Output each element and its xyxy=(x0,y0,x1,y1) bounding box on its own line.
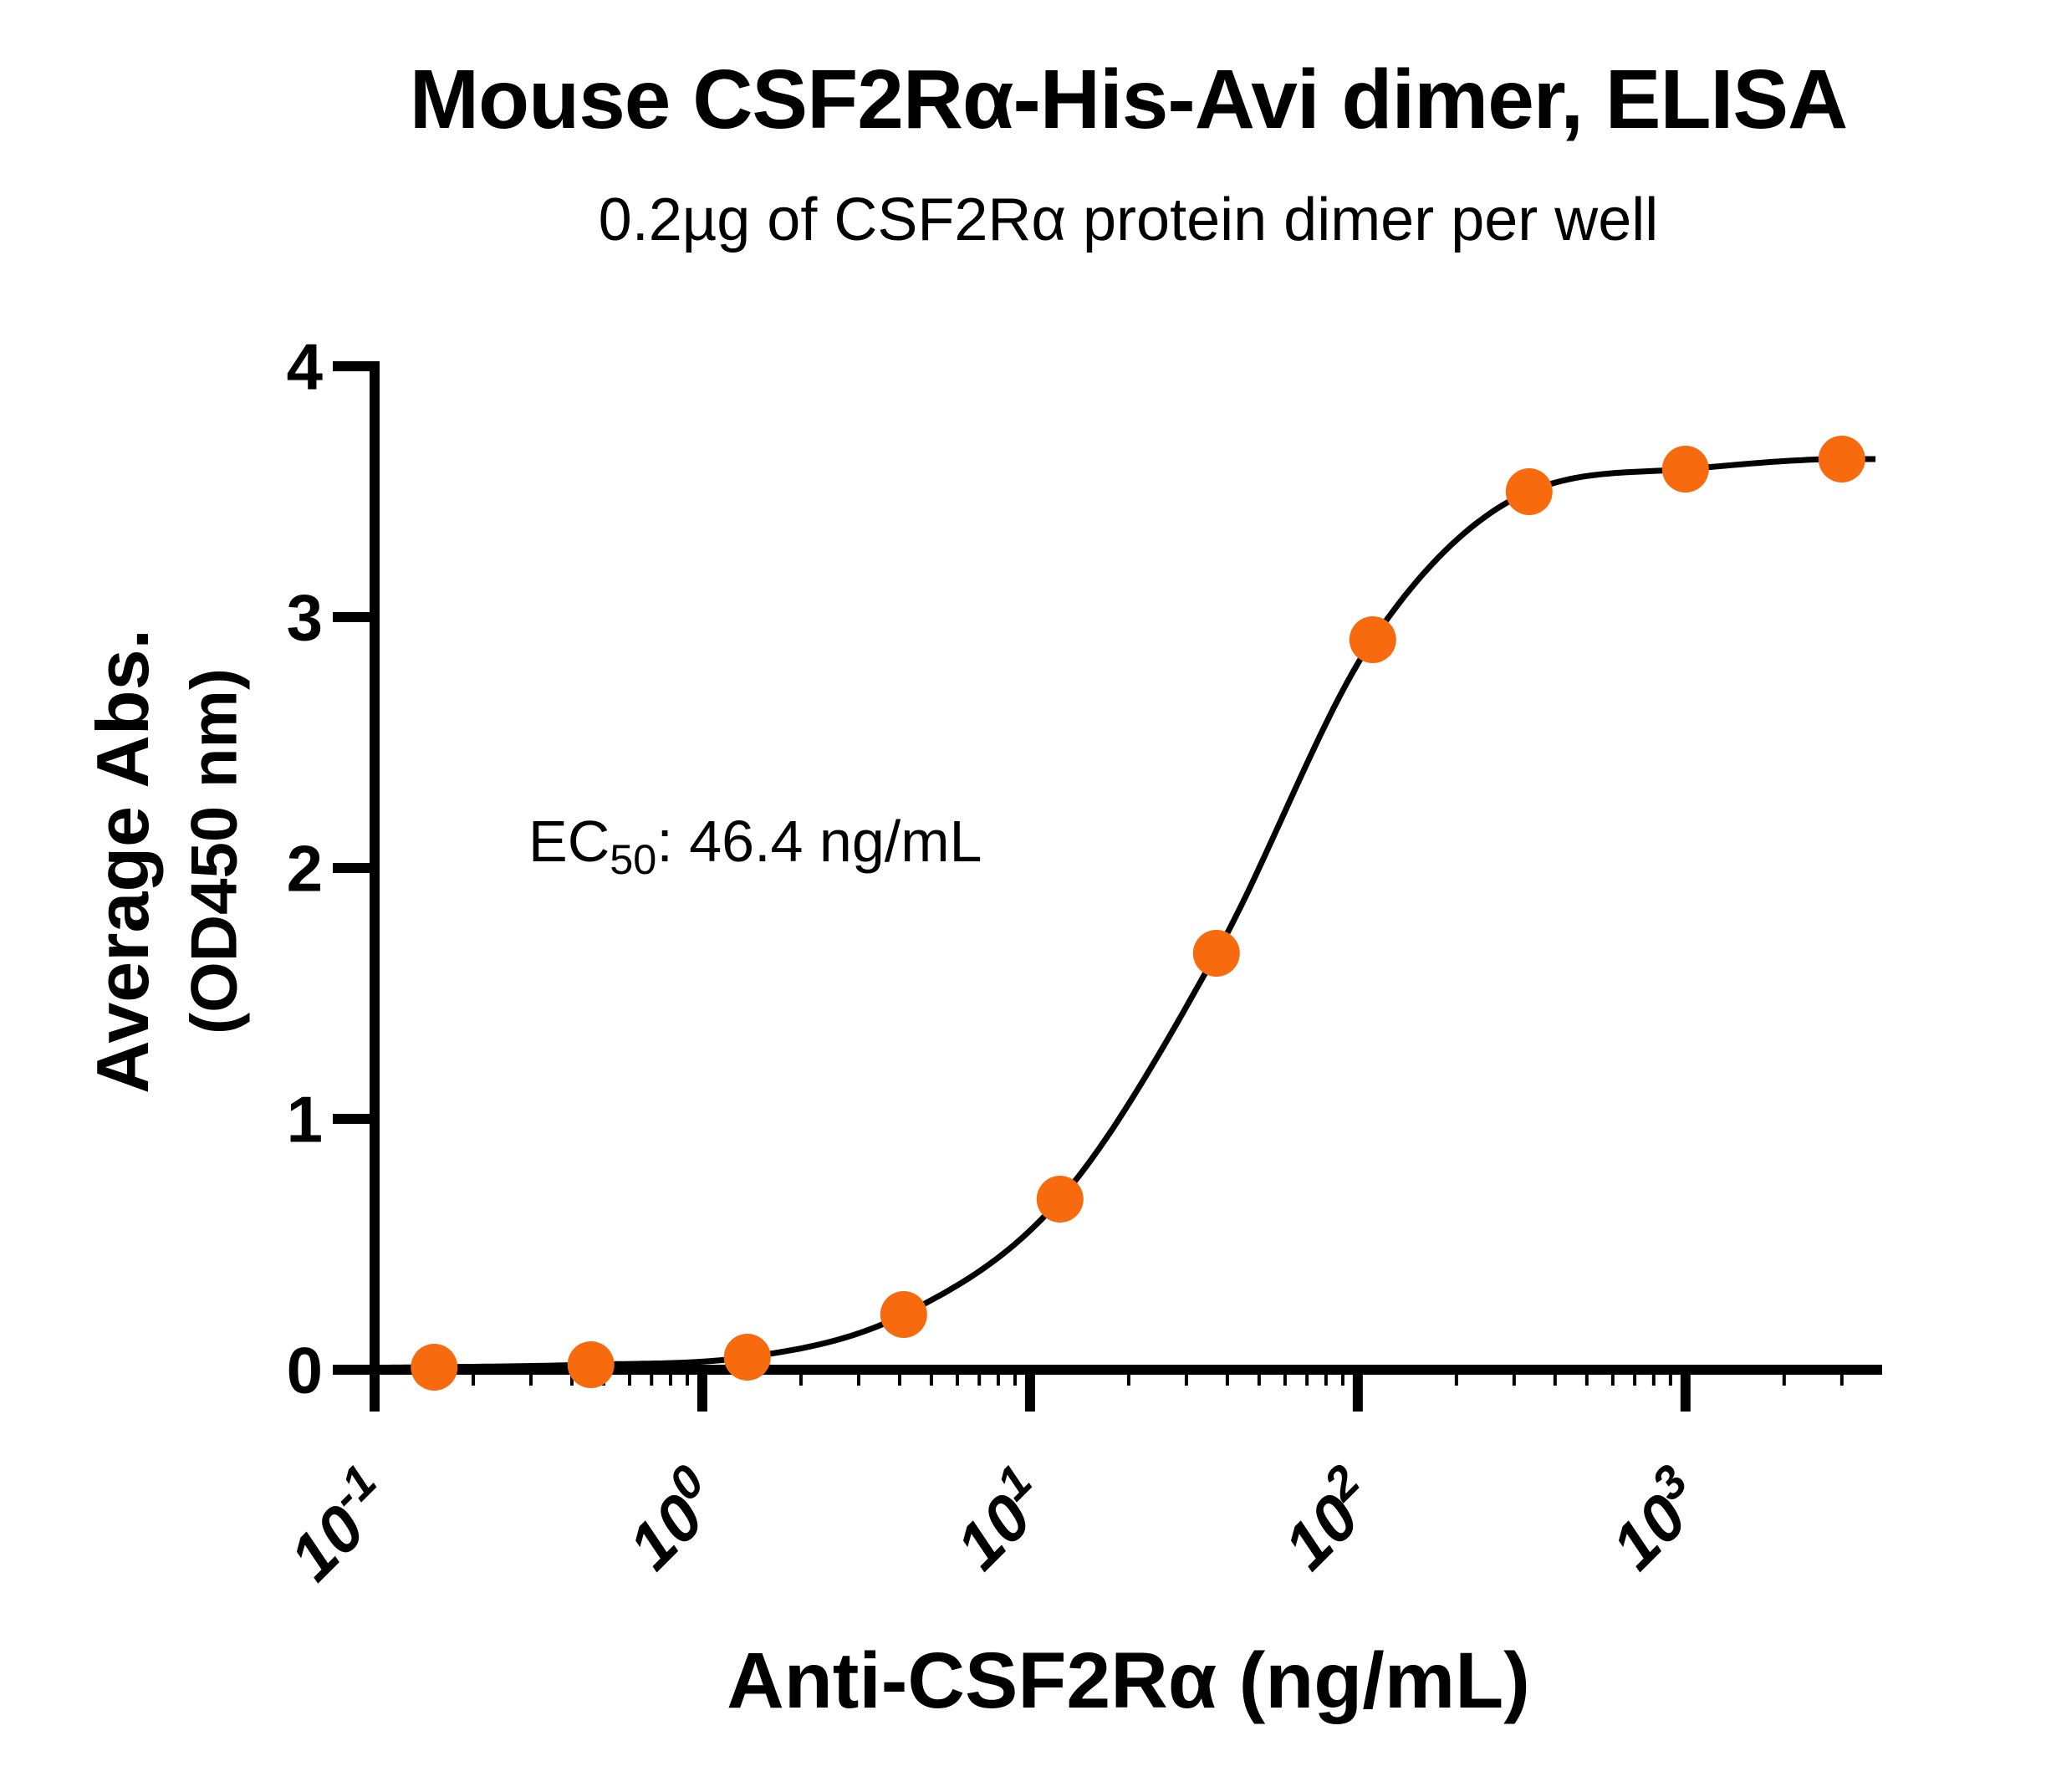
data-point-9 xyxy=(1661,446,1709,493)
data-point-7 xyxy=(1349,616,1396,663)
y-tick-label: 0 xyxy=(287,1333,323,1407)
x-tick-label: 101 xyxy=(935,1454,1064,1583)
x-axis-title: Anti-CSF2Rα (ng/mL) xyxy=(727,1636,1530,1725)
fit-curve xyxy=(375,456,1876,1371)
ec50-annotation: EC50: 46.4 ng/mL xyxy=(528,808,982,884)
y-tick-label: 3 xyxy=(287,580,323,654)
data-point-5 xyxy=(1036,1176,1084,1223)
data-point-10 xyxy=(1818,436,1865,482)
data-point-2 xyxy=(567,1341,615,1388)
data-point-6 xyxy=(1192,930,1240,977)
y-tick-label: 1 xyxy=(287,1082,323,1156)
chart-subtitle: 0.2µg of CSF2Rα protein dimer per well xyxy=(598,186,1659,253)
y-tick-label: 2 xyxy=(287,831,323,905)
ec50-subscript: 50 xyxy=(610,835,657,883)
ec50-value: : 46.4 ng/mL xyxy=(656,809,982,874)
x-tick-label: 100 xyxy=(607,1454,736,1583)
data-point-8 xyxy=(1505,468,1553,515)
data-point-1 xyxy=(411,1344,458,1391)
y-tick-label: 4 xyxy=(287,329,323,403)
chart-title: Mouse CSF2Rα-His-Avi dimer, ELISA xyxy=(409,53,1849,146)
data-point-3 xyxy=(723,1334,771,1381)
x-tick-label: 102 xyxy=(1263,1454,1391,1583)
data-point-4 xyxy=(880,1291,927,1338)
ec50-prefix: EC xyxy=(528,809,610,874)
x-tick-label: 10-1 xyxy=(268,1454,408,1594)
x-tick-label: 103 xyxy=(1590,1454,1719,1583)
